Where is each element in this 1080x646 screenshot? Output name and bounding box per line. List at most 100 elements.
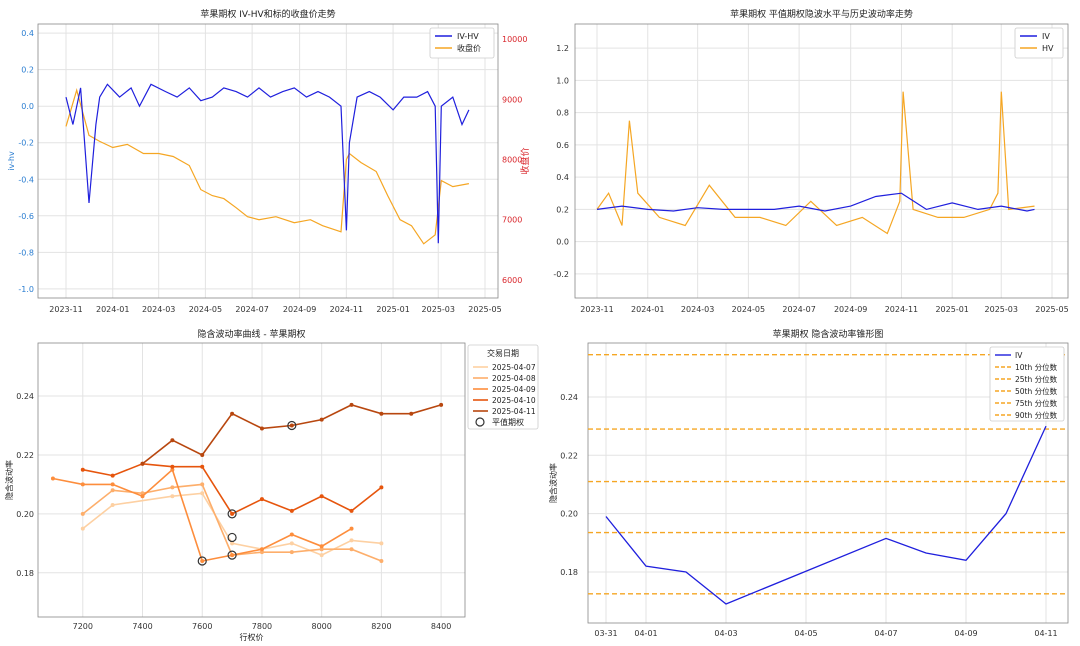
- y-axis-label-left: iv-hv: [7, 151, 16, 171]
- x-tick-label: 2025-03: [422, 305, 455, 314]
- data-point: [409, 411, 414, 416]
- y-axis-label: 隐含波动率: [548, 463, 558, 503]
- y-tick-label-left: -0.2: [18, 139, 34, 148]
- y-tick-label-right: 9000: [502, 95, 522, 104]
- data-point: [80, 526, 85, 531]
- data-point: [259, 547, 264, 552]
- legend-title: 交易日期: [487, 348, 519, 358]
- chart-iv-cone-frame: [587, 342, 1069, 624]
- y-tick-label: 1.0: [556, 76, 569, 85]
- data-point: [319, 417, 324, 422]
- y-axis-label-right: 收盘价: [519, 147, 531, 174]
- y-tick-label: 0.8: [556, 109, 569, 118]
- y-tick-label-left: -0.4: [18, 175, 34, 184]
- data-point: [230, 411, 235, 416]
- data-point: [230, 541, 235, 546]
- y-tick-label: 0.24: [16, 392, 34, 401]
- chart-iv-smile: 7200 7400 7600 7800 8000 8200 8400 0.18 0.20 0.22…: [4, 328, 539, 642]
- chart-title: 苹果期权 隐含波动率锥形图: [773, 328, 884, 340]
- x-tick-label: 8200: [371, 622, 391, 631]
- y-tick-label-left: -1.0: [18, 285, 34, 294]
- data-point: [379, 559, 384, 564]
- x-tick-label: 7400: [132, 622, 152, 631]
- legend-label: 25th 分位数: [1015, 374, 1058, 384]
- legend-label: 2025-04-08: [492, 374, 536, 383]
- y-tick-label-left: -0.6: [18, 212, 34, 221]
- data-point: [230, 553, 235, 558]
- x-tick-label: 2024-11: [885, 305, 918, 314]
- x-tick-label: 2025-01: [935, 305, 968, 314]
- data-point: [110, 473, 115, 478]
- x-axis-label: 行权价: [240, 632, 264, 642]
- series-line-2025-04-07: [82, 492, 382, 556]
- legend-label: IV-HV: [457, 32, 479, 41]
- data-point: [379, 411, 384, 416]
- legend-label: 10th 分位数: [1015, 362, 1058, 372]
- data-point: [259, 550, 264, 555]
- data-point: [289, 508, 294, 513]
- legend-label: 平值期权: [492, 417, 524, 427]
- data-point: [80, 511, 85, 516]
- data-point: [170, 467, 175, 472]
- data-point: [289, 541, 294, 546]
- y-tick-label: 0.22: [560, 451, 578, 460]
- data-point: [289, 423, 294, 428]
- x-tick-label: 2024-03: [681, 305, 714, 314]
- y-axis-label: 隐含波动率: [4, 460, 14, 500]
- data-point: [230, 511, 235, 516]
- y-tick-label: 0.4: [556, 173, 569, 182]
- chart-iv-hv-close-frame: [37, 23, 499, 299]
- legend-label: IV: [1042, 32, 1050, 41]
- y-tick-label: 0.2: [556, 205, 569, 214]
- data-point: [170, 464, 175, 469]
- y-tick-label-left: -0.8: [18, 248, 34, 257]
- x-tick-label: 2024-11: [330, 305, 363, 314]
- x-tick-label: 2024-03: [142, 305, 175, 314]
- legend-label: 2025-04-09: [492, 385, 536, 394]
- data-point: [170, 494, 175, 499]
- data-point: [349, 508, 354, 513]
- data-point: [259, 426, 264, 431]
- atm-marker: [227, 550, 237, 560]
- data-point: [200, 491, 205, 496]
- data-point: [170, 485, 175, 490]
- chart-title: 苹果期权 IV-HV和标的收盘价走势: [200, 8, 335, 20]
- x-tick-label: 04-07: [874, 629, 897, 638]
- y-tick-label: 0.0: [556, 238, 569, 247]
- data-point: [200, 559, 205, 564]
- legend: 交易日期 2025-04-07 2025-04-08 2025-04-09 2025-0…: [467, 344, 539, 430]
- data-point: [319, 544, 324, 549]
- chart-iv-hv-close: 2023-11 2024-01 2024-03 2024-05 2024-07 2024-…: [7, 8, 531, 314]
- data-point: [319, 494, 324, 499]
- data-point: [379, 541, 384, 546]
- y-tick-label: 0.18: [16, 569, 34, 578]
- x-tick-label: 04-05: [794, 629, 817, 638]
- x-tick-label: 2025-05: [1035, 305, 1068, 314]
- series-line-iv: [605, 425, 1047, 605]
- x-tick-label: 2024-05: [732, 305, 765, 314]
- legend-label: 2025-04-07: [492, 363, 536, 372]
- x-tick-label: 04-03: [714, 629, 737, 638]
- x-tick-label: 04-11: [1034, 629, 1057, 638]
- chart-title: 隐含波动率曲线 - 苹果期权: [198, 328, 306, 340]
- legend-label: 50th 分位数: [1015, 386, 1058, 396]
- chart-iv-cone: 03-31 04-01 04-03 04-05 04-07 04-09 04-11 0.18 0…: [548, 328, 1069, 638]
- data-point: [319, 553, 324, 558]
- y-tick-label: 0.18: [560, 568, 578, 577]
- y-tick-label: 0.24: [560, 393, 578, 402]
- data-point: [110, 488, 115, 493]
- y-tick-label-right: 8000: [502, 155, 522, 164]
- data-point: [110, 482, 115, 487]
- y-tick-label-left: 0.4: [21, 29, 34, 38]
- legend-label: IV: [1015, 351, 1023, 360]
- data-point: [110, 503, 115, 508]
- data-point: [259, 497, 264, 502]
- chart-iv-hv-levels: 2023-11 2024-01 2024-03 2024-05 2024-07 2024-…: [553, 8, 1068, 314]
- y-tick-label-left: 0.2: [21, 66, 34, 75]
- legend-box: [467, 344, 539, 430]
- x-tick-label: 7200: [73, 622, 93, 631]
- series-line-2025-04-10: [82, 462, 382, 515]
- x-tick-label: 2025-03: [985, 305, 1018, 314]
- x-tick-label: 04-01: [634, 629, 657, 638]
- atm-marker: [227, 509, 237, 519]
